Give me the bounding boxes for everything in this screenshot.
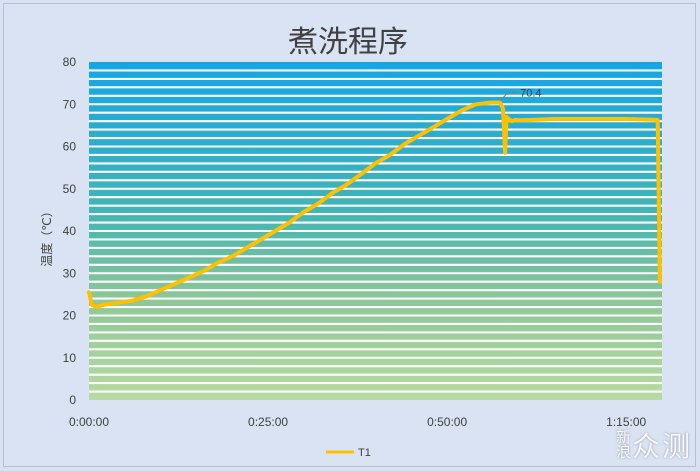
y-tick-label: 20	[63, 309, 77, 323]
watermark-logo: 新浪众测	[616, 425, 692, 465]
y-tick-label: 60	[63, 140, 77, 154]
chart-title: 煮洗程序	[288, 25, 408, 60]
x-tick-label: 0:00:00	[69, 415, 109, 429]
watermark-part2: 众测	[631, 430, 692, 463]
watermark-part1: 新浪	[615, 428, 631, 461]
legend[interactable]: T1	[326, 447, 371, 459]
series-layer	[87, 100, 662, 310]
x-tick-label: 0:25:00	[248, 415, 288, 429]
x-axis-ticks: 0:00:00 0:25:00 0:50:00 1:15:00	[69, 415, 647, 429]
y-tick-label: 50	[63, 182, 77, 196]
stripe-gridlines	[89, 69, 662, 393]
series-line-t1	[87, 100, 662, 310]
y-tick-label: 0	[69, 393, 76, 407]
y-axis-ticks: 0 10 20 30 40 50 60 70 80	[63, 55, 77, 407]
annotation-layer: 70.4	[499, 88, 542, 101]
x-tick-label: 0:50:00	[427, 415, 467, 429]
y-tick-label: 30	[63, 266, 77, 280]
y-tick-label: 70	[63, 97, 77, 111]
y-tick-label: 40	[63, 224, 77, 238]
annotation-leader	[499, 92, 519, 101]
legend-label-t1: T1	[358, 447, 371, 459]
x-tick-label: 1:15:00	[606, 415, 646, 429]
y-tick-label: 80	[63, 55, 77, 69]
y-axis-label: 温度（℃）	[39, 205, 54, 266]
peak-annotation: 70.4	[520, 88, 541, 100]
y-tick-label: 10	[63, 351, 77, 365]
